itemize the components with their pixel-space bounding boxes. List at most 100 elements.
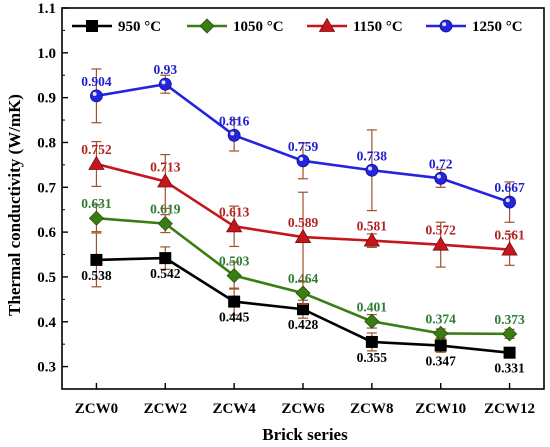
x-tick-label: ZCW8 (350, 401, 393, 417)
data-point (157, 173, 174, 188)
legend: 950 °C 1050 °C 1150 °C 1250 °C (72, 17, 523, 35)
legend-label: 1250 °C (472, 19, 523, 35)
data-label: 0.538 (81, 268, 112, 283)
series-2: 0.752 0.713 0.613 0.589 0.581 0.572 0.561 (81, 140, 525, 283)
circle-marker-fill (434, 171, 448, 185)
legend-label: 1050 °C (233, 19, 284, 35)
data-point (502, 326, 518, 342)
data-point (294, 228, 312, 243)
data-label: 0.631 (81, 196, 112, 211)
circle-marker-highlight (368, 166, 373, 171)
data-label: 0.93 (153, 62, 177, 77)
x-tick-label: ZCW6 (281, 401, 325, 417)
data-label: 0.759 (288, 139, 319, 154)
data-label: 0.374 (426, 311, 457, 326)
data-point (159, 252, 172, 265)
x-tick-label: ZCW2 (144, 401, 187, 417)
data-label: 0.331 (494, 361, 525, 376)
x-tick-label: ZCW10 (415, 401, 466, 417)
legend-marker (318, 17, 336, 32)
data-point (296, 154, 310, 168)
x-tick-label: ZCW12 (484, 401, 535, 417)
legend-item-1: 1050 °C (187, 18, 284, 35)
data-point (297, 303, 309, 316)
data-point (363, 232, 381, 247)
legend-label: 950 °C (118, 19, 161, 35)
data-label: 0.589 (288, 215, 319, 230)
y-tick-label: 0.9 (37, 91, 56, 107)
data-point (225, 217, 243, 233)
x-axis: ZCW0 ZCW2 ZCW4 ZCW6 ZCW8 ZCW10 ZCW12 (75, 383, 535, 417)
legend-item-3: 1250 °C (426, 19, 523, 35)
y-tick-label: 0.8 (37, 135, 56, 151)
legend-marker (439, 19, 453, 33)
series-layer: 0.538 0.542 0.445 0.428 0.355 0.347 0.331 0.631… (81, 62, 525, 375)
data-label: 0.904 (81, 74, 112, 89)
legend-label: 1150 °C (353, 19, 403, 35)
y-tick-label: 1.1 (37, 1, 56, 17)
data-point (364, 313, 380, 329)
x-tick-label: ZCW4 (212, 401, 256, 417)
data-point (433, 325, 449, 341)
data-point (227, 128, 241, 142)
data-label: 0.503 (219, 254, 250, 269)
circle-marker-fill (158, 77, 172, 91)
data-label: 0.613 (219, 204, 250, 219)
circle-marker-highlight (299, 157, 304, 162)
circle-marker-fill (90, 89, 103, 103)
data-label: 0.373 (494, 312, 525, 327)
circle-marker-fill (503, 195, 516, 209)
data-label: 0.572 (426, 223, 457, 238)
y-tick-label: 0.3 (37, 360, 56, 376)
circle-marker-highlight (161, 80, 166, 85)
data-point (365, 163, 379, 177)
legend-marker (86, 20, 98, 32)
data-label: 0.401 (357, 299, 388, 314)
data-point (503, 195, 516, 209)
data-label: 0.428 (288, 317, 319, 332)
series-0: 0.538 0.542 0.445 0.428 0.355 0.347 0.331 (81, 232, 525, 376)
data-label: 0.445 (219, 310, 250, 325)
data-label: 0.619 (150, 202, 181, 217)
data-label: 0.72 (429, 156, 453, 171)
y-axis-title: Thermal conductivity (W/mK) (5, 94, 24, 316)
circle-marker-highlight (92, 92, 97, 97)
circle-marker-highlight (230, 131, 235, 136)
data-point (295, 285, 311, 301)
legend-marker (199, 18, 215, 34)
data-point (434, 171, 448, 185)
y-tick-label: 1.0 (37, 46, 56, 62)
data-label: 0.561 (494, 228, 525, 243)
data-point (90, 89, 103, 103)
data-label: 0.713 (150, 159, 181, 174)
data-point (365, 335, 378, 348)
data-point (432, 236, 449, 251)
x-axis-title: Brick series (262, 425, 348, 444)
circle-marker-fill (296, 154, 310, 168)
data-label: 0.581 (357, 219, 388, 234)
y-tick-label: 0.7 (37, 180, 56, 196)
data-label: 0.355 (357, 350, 388, 365)
data-label: 0.667 (494, 180, 525, 195)
y-tick-label: 0.6 (37, 225, 56, 241)
circle-marker-highlight (436, 174, 441, 179)
y-axis: 0.3 0.4 0.5 0.6 0.7 0.8 0.9 1.0 1.1 (37, 1, 68, 390)
circle-marker-fill (439, 19, 453, 33)
series-3: 0.904 0.93 0.816 0.759 0.738 0.72 0.667 (81, 62, 525, 223)
data-point (88, 155, 105, 170)
circle-marker-highlight (442, 22, 447, 27)
circle-marker-fill (227, 128, 241, 142)
data-point (501, 241, 518, 256)
data-label: 0.816 (219, 113, 250, 128)
y-tick-label: 0.5 (37, 270, 56, 286)
circle-marker-highlight (505, 198, 510, 203)
data-point (157, 216, 173, 232)
data-label: 0.738 (357, 148, 388, 163)
data-label: 0.752 (81, 142, 112, 157)
data-point (503, 346, 516, 359)
legend-item-2: 1150 °C (307, 17, 403, 35)
y-tick-label: 0.4 (37, 315, 56, 331)
data-point (434, 339, 447, 352)
data-label: 0.347 (426, 354, 457, 369)
